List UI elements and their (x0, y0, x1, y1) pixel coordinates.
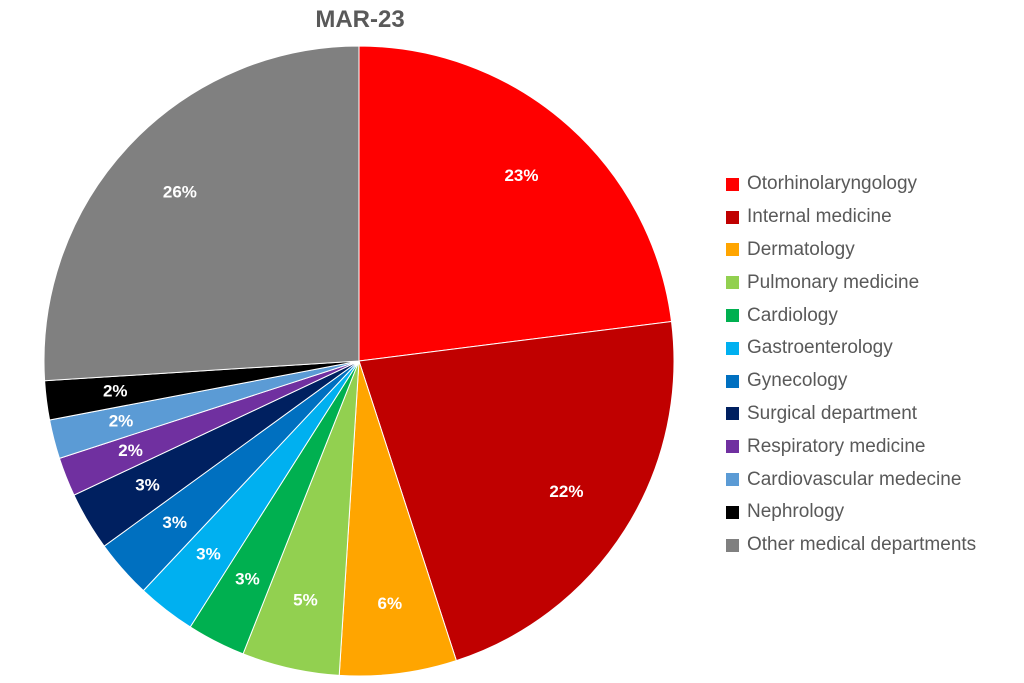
legend-swatch (726, 276, 739, 290)
legend-item-0: Otorhinolaryngology (726, 168, 976, 201)
legend-label: Cardiology (747, 304, 838, 326)
legend-swatch (726, 309, 739, 323)
legend-swatch (726, 407, 739, 421)
data-label-1: 22% (549, 482, 583, 501)
legend-swatch (726, 243, 739, 257)
legend-label: Cardiovascular medecine (747, 468, 962, 490)
legend-label: Nephrology (747, 501, 845, 523)
data-label-7: 3% (135, 476, 160, 495)
legend-label: Dermatology (747, 238, 855, 260)
pie-slice-0 (358, 45, 673, 362)
pie-slice-2 (338, 360, 457, 677)
pie-slice-1 (358, 320, 675, 662)
legend-item-4: Cardiology (726, 299, 976, 332)
legend-item-6: Gynecology (726, 365, 976, 398)
data-label-10: 2% (103, 381, 128, 400)
data-label-4: 3% (235, 569, 260, 588)
legend-label: Internal medicine (747, 206, 892, 228)
legend-item-2: Dermatology (726, 234, 976, 267)
legend-swatch (726, 505, 739, 519)
legend-label: Pulmonary medicine (747, 271, 920, 293)
legend-label: Respiratory medicine (747, 435, 926, 457)
legend-swatch (726, 374, 739, 388)
legend-label: Gastroenterology (747, 337, 893, 359)
legend-item-8: Respiratory medicine (726, 430, 976, 463)
legend-item-10: Nephrology (726, 496, 976, 529)
data-label-3: 5% (293, 590, 318, 609)
pie-slice-11 (43, 45, 360, 382)
legend-label: Other medical departments (747, 534, 977, 556)
legend-label: Gynecology (747, 370, 848, 392)
legend-item-3: Pulmonary medicine (726, 266, 976, 299)
legend-swatch (726, 210, 739, 224)
data-label-2: 6% (378, 594, 403, 613)
data-label-9: 2% (109, 412, 134, 431)
data-label-11: 26% (163, 182, 197, 201)
legend-item-11: Other medical departments (726, 529, 976, 562)
legend-label: Surgical department (747, 402, 918, 424)
legend-item-7: Surgical department (726, 398, 976, 431)
legend: Otorhinolaryngology Internal medicine Derm… (726, 168, 976, 562)
legend-item-9: Cardiovascular medecine (726, 463, 976, 496)
legend-swatch (726, 177, 739, 191)
data-label-8: 2% (118, 441, 143, 460)
chart-title: MAR-23 (315, 6, 405, 33)
legend-item-1: Internal medicine (726, 201, 976, 234)
data-label-5: 3% (196, 545, 221, 564)
legend-swatch (726, 440, 739, 454)
legend-swatch (726, 473, 739, 487)
data-label-0: 23% (504, 166, 538, 185)
legend-item-5: Gastroenterology (726, 332, 976, 365)
legend-label: Otorhinolaryngology (747, 173, 918, 195)
legend-swatch (726, 341, 739, 355)
data-label-6: 3% (162, 513, 187, 532)
legend-swatch (726, 538, 739, 552)
pie-chart: 23%22%6%5%3%3%3%3%2%2%2%26% (43, 45, 675, 677)
